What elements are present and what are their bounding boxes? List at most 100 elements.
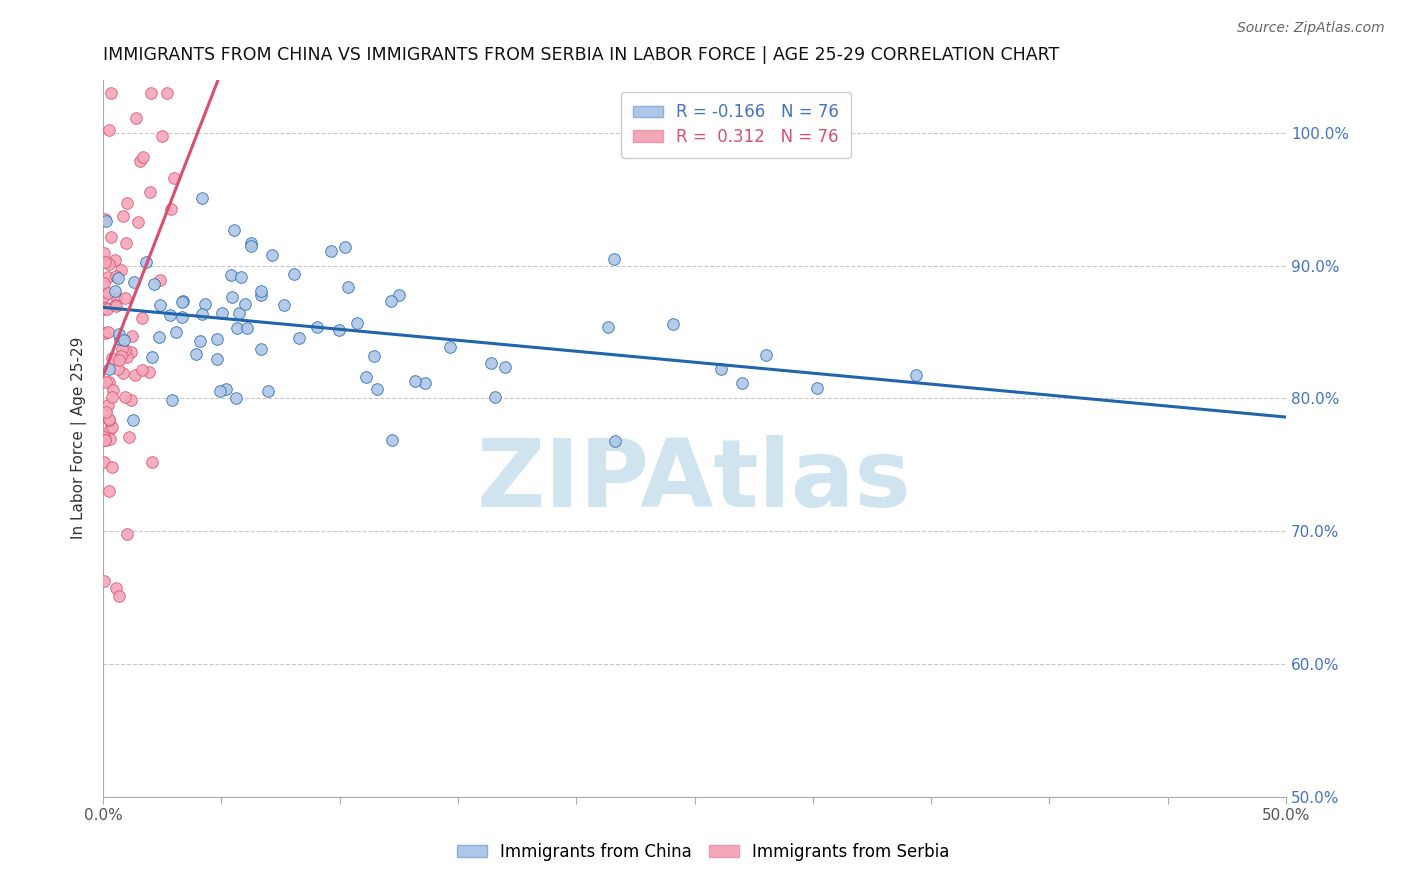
Point: [93, 212, 115, 227]
Point: [380, 433, 402, 447]
Point: [479, 356, 502, 370]
Point: [141, 350, 163, 364]
Point: [104, 252, 127, 267]
Point: [97, 270, 120, 285]
Point: [122, 275, 145, 289]
Point: [97, 483, 120, 498]
Point: [328, 323, 350, 337]
Point: [494, 359, 516, 374]
Point: [209, 384, 232, 399]
Point: [188, 334, 211, 349]
Point: [117, 350, 139, 364]
Point: [806, 381, 828, 395]
Text: IMMIGRANTS FROM CHINA VS IMMIGRANTS FROM SERBIA IN LABOR FORCE | AGE 25-29 CORRE: IMMIGRANTS FROM CHINA VS IMMIGRANTS FROM…: [103, 46, 1060, 64]
Point: [366, 382, 388, 396]
Point: [94, 433, 117, 447]
Text: ZIPAtlas: ZIPAtlas: [477, 435, 912, 527]
Point: [131, 363, 153, 377]
Point: [111, 366, 134, 380]
Point: [222, 223, 245, 237]
Point: [211, 306, 233, 320]
Point: [93, 289, 115, 303]
Point: [356, 370, 378, 384]
Point: [93, 433, 115, 447]
Point: [100, 86, 122, 100]
Point: [283, 267, 305, 281]
Point: [228, 306, 250, 320]
Point: [105, 268, 128, 283]
Point: [191, 191, 214, 205]
Point: [165, 325, 187, 339]
Point: [112, 333, 135, 347]
Point: [104, 581, 127, 595]
Point: [215, 383, 238, 397]
Point: [101, 390, 124, 404]
Point: [307, 320, 329, 334]
Point: [114, 343, 136, 358]
Point: [262, 248, 284, 262]
Point: [205, 332, 228, 346]
Point: [139, 86, 162, 100]
Point: [104, 284, 127, 298]
Point: [108, 589, 131, 603]
Point: [250, 284, 273, 298]
Point: [94, 326, 117, 341]
Point: [148, 273, 170, 287]
Point: [143, 277, 166, 291]
Point: [231, 269, 253, 284]
Point: [160, 202, 183, 216]
Point: [96, 301, 118, 315]
Point: [100, 432, 122, 446]
Point: [96, 302, 118, 317]
Point: [93, 255, 115, 269]
Point: [121, 329, 143, 343]
Point: [710, 362, 733, 376]
Point: [124, 368, 146, 382]
Point: [755, 349, 778, 363]
Point: [110, 263, 132, 277]
Point: [105, 291, 128, 305]
Point: [108, 326, 131, 341]
Point: [184, 346, 207, 360]
Point: [93, 430, 115, 444]
Point: [141, 454, 163, 468]
Point: [603, 434, 626, 449]
Point: [207, 351, 229, 366]
Point: [380, 293, 402, 308]
Point: [236, 321, 259, 335]
Point: [121, 344, 143, 359]
Point: [249, 342, 271, 356]
Point: [239, 239, 262, 253]
Point: [93, 455, 115, 469]
Point: [107, 270, 129, 285]
Point: [194, 297, 217, 311]
Point: [108, 333, 131, 347]
Point: [110, 349, 132, 363]
Point: [159, 308, 181, 322]
Point: [221, 268, 243, 282]
Point: [93, 574, 115, 588]
Point: [156, 86, 179, 100]
Point: [129, 153, 152, 168]
Point: [131, 310, 153, 325]
Point: [104, 298, 127, 312]
Point: [240, 235, 263, 250]
Legend: R = -0.166   N = 76, R =  0.312   N = 76: R = -0.166 N = 76, R = 0.312 N = 76: [621, 92, 851, 158]
Point: [226, 321, 249, 335]
Point: [172, 293, 194, 308]
Point: [100, 230, 122, 244]
Point: [439, 340, 461, 354]
Legend: Immigrants from China, Immigrants from Serbia: Immigrants from China, Immigrants from S…: [450, 837, 956, 868]
Point: [114, 390, 136, 404]
Point: [111, 342, 134, 356]
Text: Source: ZipAtlas.com: Source: ZipAtlas.com: [1237, 21, 1385, 36]
Point: [131, 150, 153, 164]
Point: [730, 376, 752, 390]
Point: [170, 310, 193, 324]
Point: [273, 298, 295, 312]
Point: [603, 252, 626, 267]
Y-axis label: In Labor Force | Age 25-29: In Labor Force | Age 25-29: [72, 337, 87, 540]
Point: [98, 122, 121, 136]
Point: [101, 460, 124, 475]
Point: [127, 215, 149, 229]
